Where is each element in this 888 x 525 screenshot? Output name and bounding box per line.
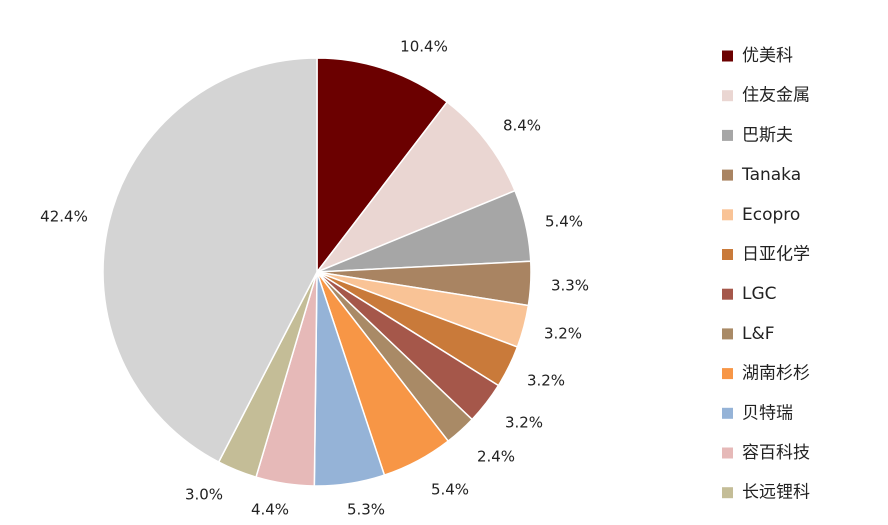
slice-value-label: 5.3% xyxy=(347,501,385,519)
slice-value-label: 4.4% xyxy=(251,501,289,519)
slice-value-label: 5.4% xyxy=(545,213,583,231)
legend-label: 长远锂科 xyxy=(742,483,810,503)
slice-value-label: 5.4% xyxy=(431,481,469,499)
legend-swatch xyxy=(722,249,733,260)
legend-item: 日亚化学 xyxy=(722,245,810,265)
legend-item: 住友金属 xyxy=(722,86,810,106)
legend-swatch xyxy=(722,90,733,102)
pie-slice xyxy=(316,57,449,275)
legend-item: 容百科技 xyxy=(722,443,810,463)
legend-item: 巴斯夫 xyxy=(722,125,793,145)
legend-swatch xyxy=(722,487,733,499)
legend-label: 住友金属 xyxy=(742,86,810,106)
slice-value-label: 3.3% xyxy=(551,277,589,295)
legend-swatch xyxy=(722,328,733,340)
legend-label: LGC xyxy=(742,284,777,304)
legend-label: L&F xyxy=(742,324,775,344)
pie-slice xyxy=(314,101,516,274)
legend-label: Ecopro xyxy=(742,205,800,225)
legend-swatch xyxy=(722,407,733,419)
slice-value-label: 2.4% xyxy=(477,448,515,466)
slice-value-label: 3.2% xyxy=(505,414,543,432)
legend-label: 巴斯夫 xyxy=(742,125,793,145)
legend-item: LGC xyxy=(722,284,777,304)
legend-swatch xyxy=(722,209,733,221)
legend-label: 贝特瑞 xyxy=(742,403,793,423)
legend-label: 容百科技 xyxy=(742,443,810,463)
legend-item: Ecopro xyxy=(722,205,800,225)
legend-swatch xyxy=(722,368,733,380)
slice-value-label: 3.2% xyxy=(544,325,582,343)
slice-value-label: 3.0% xyxy=(185,486,223,504)
legend-swatch xyxy=(722,447,733,459)
slice-value-label: 3.2% xyxy=(527,372,565,390)
slice-value-label: 8.4% xyxy=(503,117,541,135)
legend-label: 日亚化学 xyxy=(742,245,810,265)
legend-item: 湖南杉杉 xyxy=(722,364,810,384)
pie-slices xyxy=(102,57,532,487)
slice-value-label: 42.4% xyxy=(40,208,88,226)
legend-item: Tanaka xyxy=(722,165,801,185)
legend-item: 长远锂科 xyxy=(722,483,810,503)
legend-item: 优美科 xyxy=(722,46,793,66)
pie-slice xyxy=(102,57,318,464)
legend-label: Tanaka xyxy=(741,165,801,185)
legend-label: 湖南杉杉 xyxy=(742,364,810,384)
slice-value-label: 10.4% xyxy=(400,38,448,56)
legend-swatch xyxy=(722,169,733,181)
pie-value-labels: 10.4% 8.4% 5.4% 3.3% 3.2% 3.2% 3.2% 2.4% 5.4% 5.3… xyxy=(40,38,589,519)
legend-item: L&F xyxy=(722,324,775,344)
legend-item: 贝特瑞 xyxy=(722,403,793,423)
legend-swatch xyxy=(722,288,733,300)
legend-label: 优美科 xyxy=(742,46,793,66)
legend-swatch xyxy=(722,50,733,62)
legend-swatch xyxy=(722,129,733,141)
